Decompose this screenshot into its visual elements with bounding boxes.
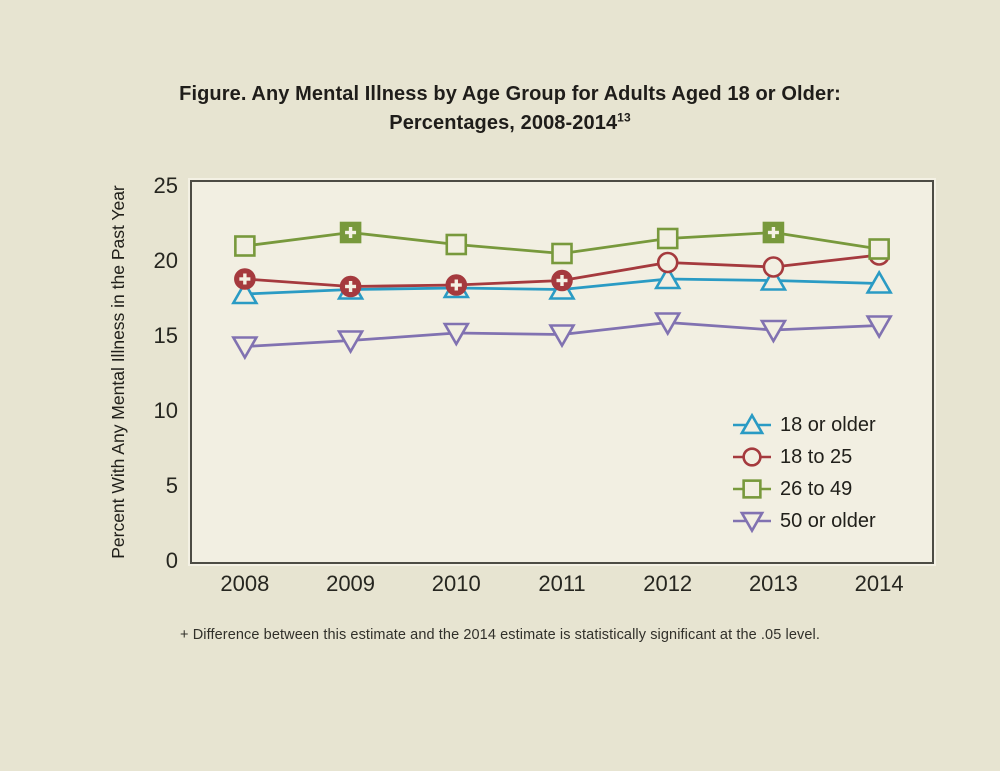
series-50-or-older: [231, 312, 893, 361]
triangle-down-marker: [231, 336, 259, 361]
y-tick-label: 0: [165, 548, 178, 573]
triangle-up-marker: [231, 280, 259, 305]
triangle-down-marker: [548, 324, 576, 349]
triangle-down-marker: [865, 315, 893, 340]
figure-title: Figure. Any Mental Illness by Age Group …: [60, 80, 960, 138]
legend-label: 50 or older: [780, 509, 876, 532]
legend: 18 or older 18 to 25 26 to 49 50 or older: [731, 409, 876, 537]
x-tick-label: 2013: [748, 571, 798, 596]
x-tick-label: 2009: [326, 571, 376, 596]
square-marker: [868, 238, 890, 260]
series-26-to-49: [234, 221, 890, 265]
triangle-down-marker: [442, 322, 471, 347]
plot-svg: [231, 221, 893, 361]
triangle-down-legend-icon: [733, 511, 771, 534]
circle-marker: [742, 447, 762, 467]
y-tick-label: 25: [153, 173, 178, 198]
square-marker: [234, 235, 256, 257]
square-marker: [445, 233, 468, 256]
triangle-up-marker: [865, 269, 893, 294]
x-tick-label: 2014: [854, 571, 904, 596]
triangle-down-marker: [759, 319, 788, 344]
triangle-down-marker: [653, 312, 682, 337]
legend-item-26-to-49: 26 to 49: [731, 473, 876, 505]
triangle-up-marker: [653, 265, 682, 290]
triangle-up-marker: [759, 266, 788, 291]
triangle-up-marker: [739, 412, 765, 435]
figure-title-line1: Figure. Any Mental Illness by Age Group …: [179, 83, 841, 105]
legend-item-50-or-older: 50 or older: [731, 505, 876, 537]
x-tick-label: 2012: [643, 571, 693, 596]
square-marker: [551, 242, 573, 265]
circle-marker: [656, 251, 679, 274]
series-18-to-25: [234, 244, 890, 298]
circle-marker: [762, 256, 785, 278]
y-tick-label: 15: [153, 323, 178, 348]
y-tick-label: 20: [153, 248, 178, 273]
square-marker: [656, 227, 679, 250]
legend-label: 18 to 25: [780, 445, 853, 468]
y-tick-label: 10: [153, 398, 178, 423]
figure-title-line2: Percentages, 2008-2014: [389, 112, 618, 134]
legend-label: 18 or older: [780, 413, 876, 436]
triangle-up-legend-icon: [733, 412, 771, 435]
plot-area: [190, 180, 934, 564]
figure-title-superscript: 13: [617, 110, 631, 125]
legend-item-18-or-older: 18 or older: [731, 409, 876, 441]
legend-label: 26 to 49: [780, 477, 853, 500]
x-tick-label: 2008: [220, 571, 270, 596]
square-marker: [742, 479, 762, 499]
x-tick-label: 2011: [538, 571, 586, 596]
circle-legend-icon: [733, 447, 771, 467]
footnote: + Difference between this estimate and t…: [180, 627, 820, 643]
y-tick-label: 5: [165, 473, 178, 498]
square-legend-icon: [733, 479, 771, 499]
legend-item-18-to-25: 18 to 25: [731, 441, 876, 473]
triangle-down-marker: [336, 330, 365, 355]
triangle-down-marker: [739, 511, 765, 534]
x-tick-label: 2010: [431, 571, 481, 596]
